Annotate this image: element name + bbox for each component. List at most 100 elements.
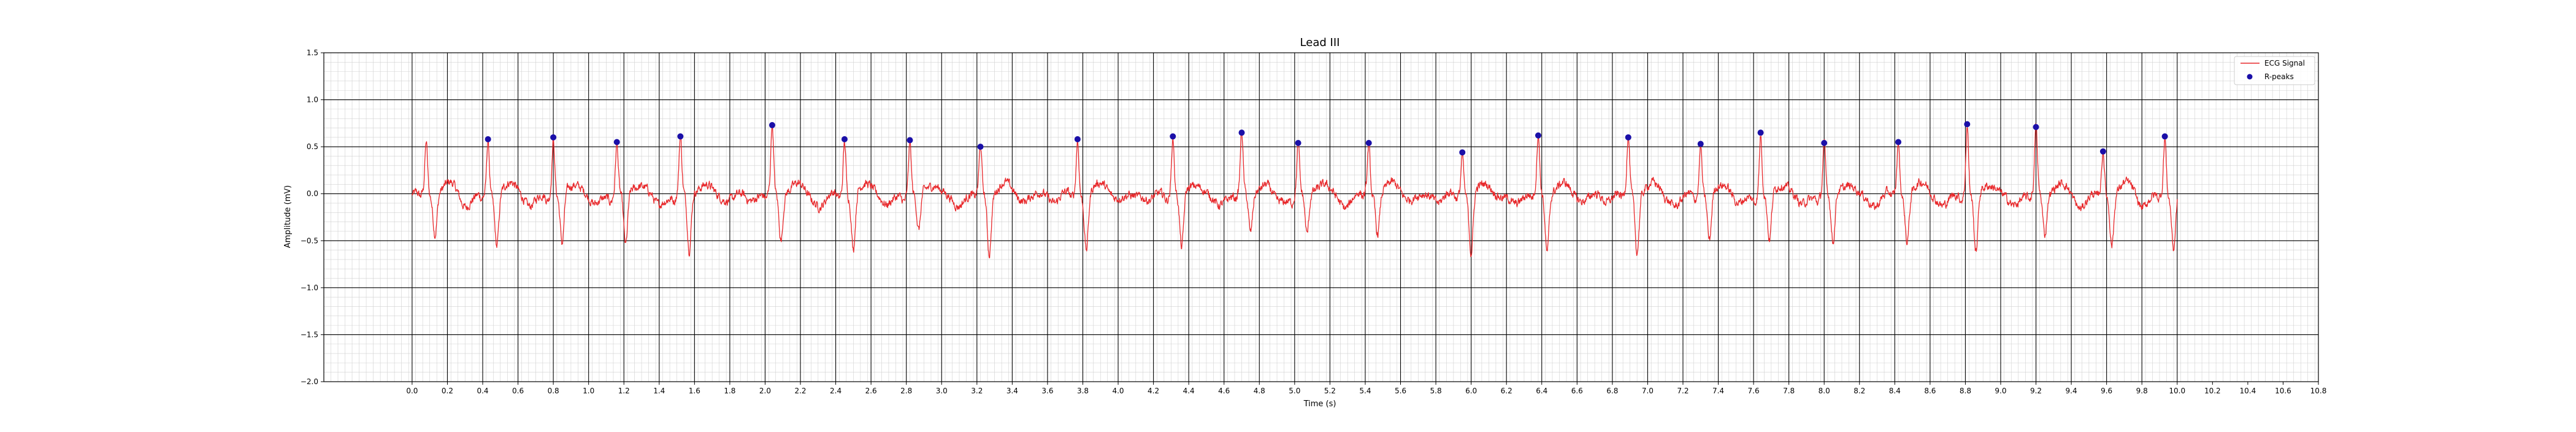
r-peak-point [550,134,557,141]
x-tick-label: 0.4 [477,387,488,395]
x-tick-label: 4.6 [1218,387,1230,395]
y-tick-label: 0.5 [307,142,318,151]
r-peak-point [1074,136,1081,142]
x-tick-label: 6.4 [1536,387,1547,395]
x-tick-label: 3.0 [936,387,948,395]
x-tick-label: 1.0 [583,387,594,395]
x-tick-label: 9.8 [2136,387,2148,395]
x-tick-label: 5.0 [1289,387,1300,395]
y-tick-label: −2.0 [301,377,318,386]
y-tick-label: −1.5 [301,330,318,339]
x-tick-label: 9.4 [2066,387,2077,395]
x-tick-label: 3.8 [1077,387,1089,395]
r-peak-point [1170,133,1176,140]
r-peak-point [1895,139,1902,145]
x-tick-label: 7.6 [1748,387,1760,395]
y-tick-label: 1.5 [307,48,318,57]
x-tick-label: 9.6 [2101,387,2112,395]
x-tick-label: 4.0 [1112,387,1124,395]
x-tick-label: 0.6 [512,387,524,395]
x-tick-label: 10.2 [2204,387,2221,395]
ecg-signal-line [412,122,2178,258]
r-peaks-layer [485,121,2168,156]
x-tick-label: 10.6 [2275,387,2291,395]
legend: ECG Signal R-peaks [2234,56,2315,85]
x-tick-label: 6.6 [1571,387,1583,395]
r-peak-point [485,136,491,142]
x-tick-label: 5.6 [1395,387,1406,395]
r-peak-point [1821,140,1828,147]
r-peak-point [2161,133,2168,140]
r-peak-point [677,133,684,140]
r-peak-point [613,139,620,145]
r-peak-point [1238,129,1245,136]
x-axis-ticks: 0.0 0.2 0.4 0.6 0.8 1.0 1.2 1.4 1.6 1.8 2.0 2.2 2.4 2… [406,382,2326,395]
y-axis-ticks: −2.0 −1.5 −1.0 −0.5 0.0 0.5 1.0 1.5 [301,48,324,386]
y-tick-label: −1.0 [301,284,318,292]
r-peak-point [1535,132,1541,139]
r-peak-point [841,136,848,142]
x-tick-label: 8.4 [1889,387,1901,395]
r-peak-point [1625,134,1631,141]
y-tick-label: 0.0 [307,190,318,198]
x-tick-label: 7.0 [1642,387,1654,395]
chart-title: Lead III [1300,36,1340,49]
x-tick-label: 3.4 [1006,387,1018,395]
r-peak-point [1459,149,1466,156]
x-tick-label: 1.6 [689,387,700,395]
r-peak-point [1697,141,1704,147]
major-grid [324,52,2318,382]
x-tick-label: 0.8 [548,387,559,395]
x-tick-label: 9.0 [1995,387,2006,395]
x-tick-label: 7.8 [1783,387,1795,395]
r-peak-point [1365,140,1372,147]
x-tick-label: 3.2 [971,387,983,395]
x-tick-label: 4.2 [1148,387,1159,395]
legend-signal-label: ECG Signal [2264,59,2305,68]
x-tick-label: 4.8 [1254,387,1265,395]
legend-peaks-swatch [2247,74,2253,80]
x-tick-label: 8.8 [1960,387,1971,395]
x-tick-label: 6.2 [1501,387,1512,395]
x-tick-label: 2.6 [865,387,877,395]
x-tick-label: 10.0 [2169,387,2185,395]
plot-frame [323,52,2319,382]
x-tick-label: 2.2 [794,387,806,395]
x-tick-label: 9.2 [2030,387,2042,395]
x-tick-label: 6.8 [1606,387,1618,395]
x-tick-label: 0.0 [406,387,418,395]
x-tick-label: 8.2 [1853,387,1865,395]
x-tick-label: 7.4 [1712,387,1724,395]
x-axis-label: Time (s) [1303,399,1336,409]
r-peak-point [2099,148,2106,155]
x-tick-label: 2.8 [900,387,912,395]
r-peak-point [2033,123,2039,130]
x-tick-label: 7.2 [1677,387,1689,395]
x-tick-label: 10.8 [2310,387,2327,395]
r-peak-point [907,137,913,144]
x-tick-label: 10.4 [2240,387,2256,395]
x-tick-label: 6.0 [1465,387,1477,395]
r-peak-point [1295,140,1301,147]
x-tick-label: 3.6 [1041,387,1053,395]
legend-peaks-label: R-peaks [2264,72,2294,81]
r-peak-point [769,122,775,128]
x-tick-label: 2.4 [830,387,841,395]
y-tick-label: 1.0 [307,96,318,104]
x-tick-label: 5.4 [1359,387,1371,395]
r-peak-point [1964,121,1971,128]
x-tick-label: 1.2 [618,387,630,395]
signal-layer [412,122,2178,258]
x-tick-label: 8.6 [1924,387,1936,395]
x-tick-label: 5.8 [1430,387,1442,395]
r-peak-point [1757,129,1764,136]
x-tick-label: 0.2 [442,387,453,395]
r-peak-point [977,144,984,150]
x-tick-label: 4.4 [1183,387,1195,395]
x-tick-label: 1.4 [653,387,665,395]
y-tick-label: −0.5 [301,236,318,245]
x-tick-label: 1.8 [724,387,735,395]
